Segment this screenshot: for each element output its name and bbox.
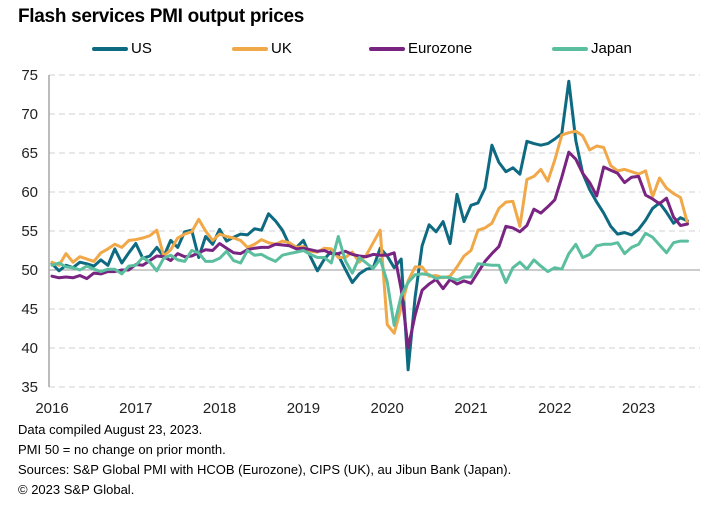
footer-data-compiled: Data compiled August 23, 2023. (18, 422, 203, 437)
y-tick-label: 40 (21, 340, 38, 357)
legend-label-eurozone: Eurozone (408, 40, 473, 57)
x-tick-label: 2020 (371, 400, 404, 417)
legend-swatch-eurozone (369, 46, 405, 51)
line-chart: 35 40 45 50 55 60 65 70 75 2016 2017 2018 2019 2020 20… (21, 67, 700, 417)
x-tick-label: 2022 (538, 400, 571, 417)
legend-label-uk: UK (271, 40, 292, 57)
legend-swatch-japan (552, 46, 588, 51)
legend-item-uk: UK (232, 40, 292, 57)
x-tick-label: 2019 (287, 400, 320, 417)
series-line-eurozone (50, 150, 689, 350)
legend-label-japan: Japan (591, 40, 632, 57)
legend: US UK Eurozone Japan (0, 40, 707, 60)
chart-title: Flash services PMI output prices (18, 6, 305, 27)
x-tick-label: 2023 (622, 400, 655, 417)
footer-notes: Data compiled August 23, 2023. PMI 50 = … (18, 420, 511, 500)
x-tick-label: 2018 (203, 400, 236, 417)
legend-item-japan: Japan (552, 40, 632, 57)
x-tick-label: 2021 (454, 400, 487, 417)
footer-sources: Sources: S&P Global PMI with HCOB (Euroz… (18, 462, 512, 477)
legend-swatch-uk (232, 46, 268, 51)
footer-copyright: © 2023 S&P Global. (18, 482, 135, 497)
y-tick-label: 65 (21, 145, 38, 162)
series-line-uk (50, 129, 689, 335)
legend-item-eurozone: Eurozone (369, 40, 472, 57)
series-line-us (50, 79, 689, 372)
legend-label-us: US (131, 40, 152, 57)
legend-swatch-us (92, 46, 128, 51)
y-tick-label: 70 (21, 106, 38, 123)
footer-pmi-note: PMI 50 = no change on prior month. (18, 442, 226, 457)
x-tick-label: 2016 (35, 400, 68, 417)
y-tick-label: 75 (21, 67, 38, 84)
y-tick-label: 55 (21, 223, 38, 240)
x-tick-label: 2017 (119, 400, 152, 417)
y-tick-label: 45 (21, 301, 38, 318)
y-tick-label: 50 (21, 262, 38, 279)
y-tick-label: 35 (21, 379, 38, 396)
legend-item-us: US (92, 40, 152, 57)
series-line-japan (50, 231, 689, 327)
y-tick-label: 60 (21, 184, 38, 201)
